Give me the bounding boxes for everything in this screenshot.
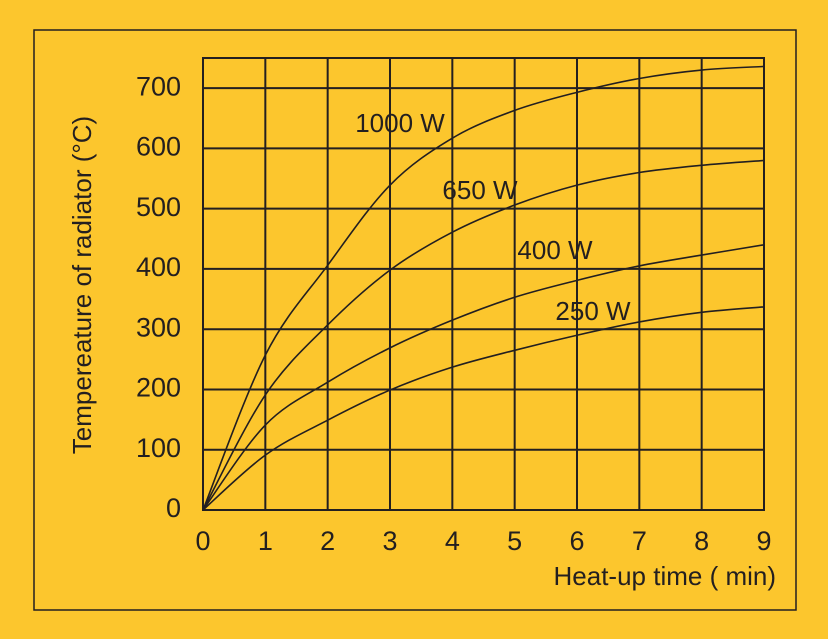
series-label: 650 W — [442, 175, 518, 205]
series-label: 250 W — [555, 296, 631, 326]
y-tick-label: 200 — [136, 373, 181, 403]
x-tick-label: 7 — [632, 526, 647, 556]
y-axis-title: Tempereature of radiator (°C) — [67, 116, 97, 454]
y-tick-label: 100 — [136, 433, 181, 463]
series-line — [202, 244, 765, 511]
y-tick-label: 600 — [136, 132, 181, 162]
x-axis-title: Heat-up time ( min) — [554, 561, 777, 591]
x-tick-label: 1 — [258, 526, 273, 556]
series-line — [202, 65, 765, 511]
x-tick-label: 3 — [382, 526, 397, 556]
x-tick-label: 8 — [694, 526, 709, 556]
series-line — [202, 306, 765, 511]
x-tick-label: 5 — [507, 526, 522, 556]
frame — [33, 29, 797, 611]
x-tick-label: 4 — [445, 526, 460, 556]
x-tick-label: 6 — [569, 526, 584, 556]
y-tick-label: 700 — [136, 71, 181, 101]
x-tick-label: 0 — [195, 526, 210, 556]
series-line — [202, 159, 765, 511]
y-tick-label: 400 — [136, 252, 181, 282]
y-tick-label: 0 — [166, 493, 181, 523]
y-tick-label: 500 — [136, 192, 181, 222]
series-label: 400 W — [517, 235, 593, 265]
series-label: 1000 W — [355, 108, 445, 138]
y-tick-label: 300 — [136, 312, 181, 342]
x-tick-label: 9 — [756, 526, 771, 556]
x-tick-label: 2 — [320, 526, 335, 556]
